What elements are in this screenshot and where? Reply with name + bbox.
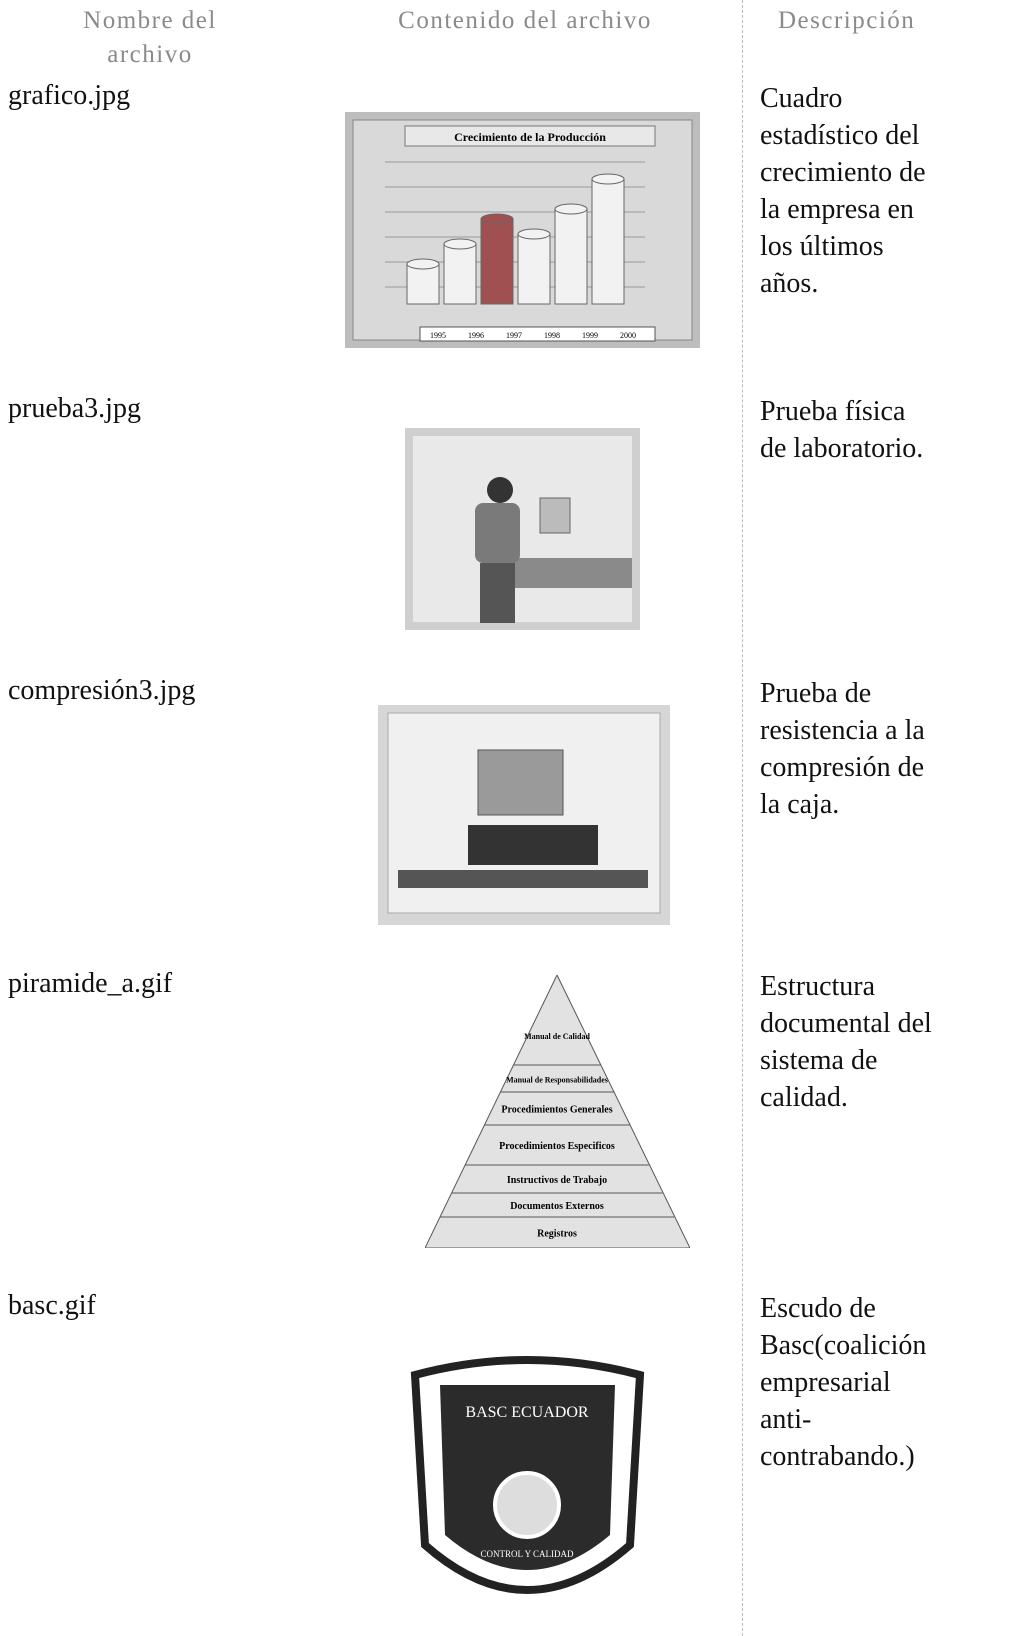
pyramid bbox=[425, 975, 690, 1248]
description-line: compresión de bbox=[760, 752, 925, 783]
legend-label: 1997 bbox=[506, 331, 522, 340]
description-line: contrabando.) bbox=[760, 1441, 915, 1472]
cylinder-top bbox=[480, 213, 514, 225]
person-legs bbox=[480, 563, 515, 623]
column-header: Descripción bbox=[778, 7, 916, 34]
description-line: anti- bbox=[760, 1404, 812, 1435]
table bbox=[398, 870, 648, 888]
shield-motto: CONTROL Y CALIDAD bbox=[481, 1549, 574, 1559]
file-name: grafico.jpg bbox=[8, 80, 131, 111]
description-line: Cuadro bbox=[760, 83, 843, 114]
description-line: la empresa en bbox=[760, 194, 914, 225]
level-label: Procedimientos Generales bbox=[501, 1105, 612, 1116]
level-label: Procedimientos Especificos bbox=[499, 1141, 615, 1152]
person-head bbox=[487, 477, 513, 503]
description: Escudo de Basc(coalición empresarial anti-c… bbox=[760, 1290, 926, 1475]
file-name: basc.gif bbox=[8, 1290, 96, 1321]
level-label: Manual de Calidad bbox=[524, 1032, 590, 1041]
description-line: Escudo de bbox=[760, 1293, 876, 1324]
file-name: piramide_a.gif bbox=[8, 968, 173, 999]
file-name: compresión3.jpg bbox=[8, 675, 196, 706]
column-header: Nombre del archivo bbox=[83, 7, 217, 68]
panel bbox=[468, 825, 598, 865]
device bbox=[539, 497, 571, 534]
seal bbox=[493, 1471, 561, 1539]
description-line: Prueba física bbox=[760, 396, 906, 427]
title-band bbox=[404, 125, 656, 147]
description-line: Basc(coalición bbox=[760, 1330, 927, 1361]
description-line: documental del bbox=[760, 1008, 932, 1039]
description-line: los últimos bbox=[760, 231, 884, 262]
person-body bbox=[475, 503, 520, 563]
file-thumbnail: Manual de Calidad Manual de Responsabilid… bbox=[425, 975, 690, 1248]
file-thumbnail: BASC ECUADOR CONTROL Y CALIDAD bbox=[410, 1356, 645, 1594]
shield-title: BASC ECUADOR bbox=[465, 1404, 588, 1421]
description-line: sistema de bbox=[760, 1045, 878, 1076]
description-line: crecimiento de bbox=[760, 157, 926, 188]
image-title: Crecimiento de la Producción bbox=[454, 130, 606, 144]
legend-label: 1995 bbox=[430, 331, 446, 340]
description: Cuadro estadístico del crecimiento de la em… bbox=[760, 80, 926, 302]
cylinder-top bbox=[517, 228, 551, 240]
description-line: Estructura bbox=[760, 971, 876, 1002]
cylinder bbox=[554, 208, 588, 305]
legend-box bbox=[419, 326, 656, 342]
description-line: empresarial bbox=[760, 1367, 891, 1398]
level-label: Registros bbox=[537, 1229, 577, 1240]
legend-label: 1998 bbox=[544, 331, 560, 340]
column-header: Contenido del archivo bbox=[398, 7, 652, 34]
description: Estructura documental del sistema de calida… bbox=[760, 968, 932, 1116]
bench bbox=[505, 558, 632, 588]
description-line: años. bbox=[760, 268, 819, 299]
cylinder bbox=[406, 263, 440, 305]
legend-label: 1999 bbox=[582, 331, 598, 340]
cylinder-top bbox=[406, 258, 440, 270]
cylinder-top bbox=[443, 238, 477, 250]
description-line: calidad. bbox=[760, 1082, 848, 1113]
description-line: Prueba de bbox=[760, 678, 872, 709]
photo-wall bbox=[413, 436, 632, 622]
file-thumbnail bbox=[405, 428, 640, 630]
cylinder bbox=[517, 233, 551, 305]
cylinder bbox=[591, 178, 625, 305]
description-line: la caja. bbox=[760, 789, 840, 820]
file-thumbnail: Crecimiento de la Producción 1995 1996 1997… bbox=[345, 112, 700, 348]
column-divider bbox=[742, 0, 743, 1636]
level-label: Manual de Responsabilidades bbox=[506, 1076, 608, 1085]
file-thumbnail bbox=[378, 705, 670, 925]
monitor bbox=[477, 749, 564, 816]
cylinder-top bbox=[554, 203, 588, 215]
description-line: de laboratorio. bbox=[760, 433, 924, 464]
level-label: Instructivos de Trabajo bbox=[507, 1175, 607, 1186]
cylinder-top bbox=[591, 173, 625, 185]
description: Prueba de resistencia a la compresión de la… bbox=[760, 675, 925, 823]
description-line: resistencia a la bbox=[760, 715, 925, 746]
file-name: prueba3.jpg bbox=[8, 393, 141, 424]
cylinder bbox=[480, 218, 514, 305]
legend-label: 2000 bbox=[620, 331, 636, 340]
legend-label: 1996 bbox=[468, 331, 484, 340]
description: Prueba física de laboratorio. bbox=[760, 393, 923, 467]
level-label: Documentos Externos bbox=[510, 1201, 604, 1212]
cylinder bbox=[443, 243, 477, 305]
description-line: estadístico del bbox=[760, 120, 920, 151]
